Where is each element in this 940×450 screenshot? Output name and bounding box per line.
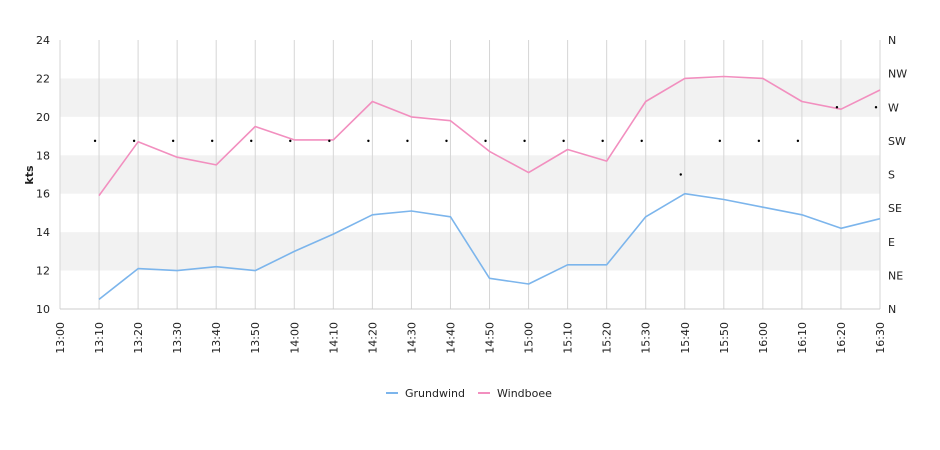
plot-band <box>60 232 880 271</box>
direction-point[interactable] <box>562 139 565 143</box>
x-tick-label: 13:20 <box>132 322 145 354</box>
legend-item-windboee[interactable]: Windboee <box>478 387 552 400</box>
direction-point[interactable] <box>210 139 214 143</box>
direction-point[interactable] <box>328 139 331 143</box>
x-tick-label: 15:40 <box>679 322 692 354</box>
direction-tick-label: N <box>888 303 896 316</box>
x-tick-label: 14:00 <box>288 322 301 354</box>
x-tick-label: 16:10 <box>796 322 809 354</box>
y-tick-label: 10 <box>36 303 50 316</box>
direction-point[interactable] <box>835 106 839 109</box>
x-tick-label: 14:20 <box>366 322 379 354</box>
legend-label: Windboee <box>497 387 552 400</box>
direction-point[interactable] <box>93 139 97 143</box>
x-axis-ticks: 13:00 13:10 13:20 13:30 13:40 13:50 14:00 14:10… <box>54 322 887 354</box>
direction-axis-ticks: N NE E SE S SW W NW N <box>888 34 907 316</box>
y-tick-label: 12 <box>36 265 50 278</box>
direction-tick-label: S <box>888 169 895 182</box>
direction-point[interactable] <box>445 139 448 143</box>
y-axis-ticks: 10 12 14 16 18 20 22 24 <box>36 34 50 316</box>
legend-item-grundwind[interactable]: Grundwind <box>386 387 465 400</box>
x-tick-label: 14:50 <box>484 322 497 354</box>
direction-tick-label: SE <box>888 202 902 215</box>
direction-point[interactable] <box>679 173 682 176</box>
direction-point[interactable] <box>601 139 604 143</box>
direction-tick-label: W <box>888 101 899 114</box>
x-tick-label: 14:40 <box>444 322 457 354</box>
x-tick-label: 13:00 <box>54 322 67 354</box>
x-tick-label: 16:00 <box>757 322 770 354</box>
x-tick-label: 16:30 <box>874 322 887 354</box>
direction-point[interactable] <box>132 139 136 143</box>
x-tick-label: 15:10 <box>562 322 575 354</box>
x-tick-label: 13:50 <box>249 322 262 354</box>
series-lines <box>98 75 881 301</box>
x-tick-label: 16:20 <box>835 322 848 354</box>
direction-point[interactable] <box>874 106 878 109</box>
direction-tick-label: NE <box>888 269 903 282</box>
direction-point[interactable] <box>523 139 526 143</box>
y-tick-label: 20 <box>36 111 50 124</box>
direction-point[interactable] <box>484 139 487 143</box>
y-axis-title: kts <box>23 165 36 185</box>
x-tick-label: 14:30 <box>405 322 418 354</box>
y-tick-label: 18 <box>36 149 50 162</box>
direction-point[interactable] <box>796 139 800 143</box>
series-line-grundwind[interactable] <box>98 192 881 301</box>
direction-point[interactable] <box>640 139 643 143</box>
direction-point[interactable] <box>718 139 722 143</box>
direction-tick-label: E <box>888 236 895 249</box>
plot-band <box>60 78 880 117</box>
legend[interactable]: Grundwind Windboee <box>386 387 552 400</box>
direction-point[interactable] <box>171 139 175 143</box>
plot-band <box>60 155 880 194</box>
direction-point[interactable] <box>757 139 761 143</box>
direction-point[interactable] <box>289 139 292 143</box>
x-tick-label: 13:10 <box>93 322 106 354</box>
direction-tick-label: NW <box>888 68 907 81</box>
x-tick-label: 14:10 <box>327 322 340 354</box>
direction-points <box>93 106 878 176</box>
x-tick-label: 13:30 <box>171 322 184 354</box>
x-tick-label: 15:30 <box>640 322 653 354</box>
direction-point[interactable] <box>250 139 253 143</box>
x-tick-label: 15:00 <box>523 322 536 354</box>
direction-point[interactable] <box>406 139 409 143</box>
y-tick-label: 24 <box>36 34 50 47</box>
series-line-windboee[interactable] <box>98 75 881 197</box>
direction-point[interactable] <box>367 139 370 143</box>
x-tick-label: 13:40 <box>210 322 223 354</box>
x-tick-label: 15:20 <box>601 322 614 354</box>
direction-tick-label: N <box>888 34 896 47</box>
y-tick-label: 22 <box>36 72 50 85</box>
plot-bands <box>60 78 880 271</box>
direction-tick-label: SW <box>888 135 906 148</box>
legend-label: Grundwind <box>405 387 465 400</box>
x-tick-label: 15:50 <box>718 322 731 354</box>
y-tick-label: 16 <box>36 188 50 201</box>
y-tick-label: 14 <box>36 226 50 239</box>
